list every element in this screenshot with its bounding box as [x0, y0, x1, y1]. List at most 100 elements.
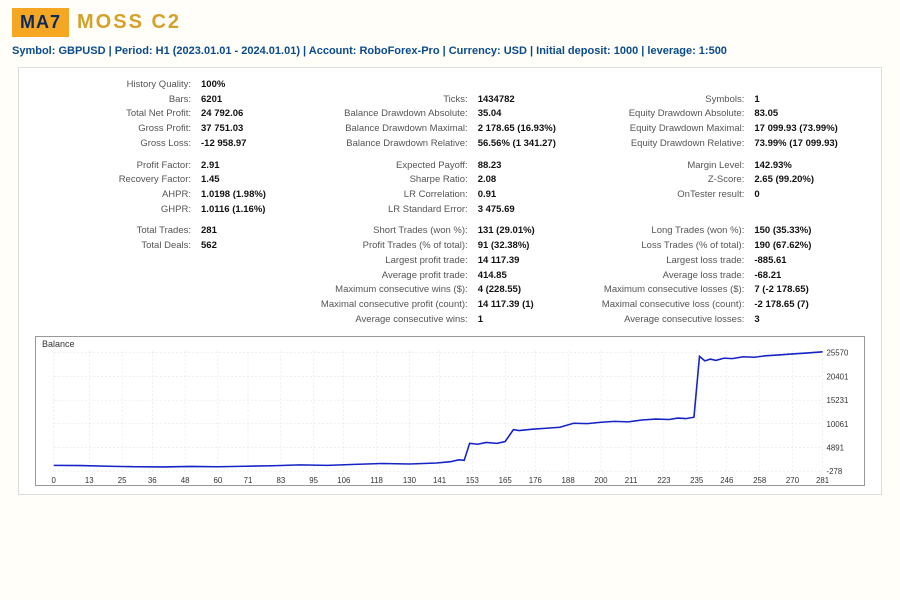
stat-row: Gross Loss:-12 958.97Balance Drawdown Re…	[35, 137, 865, 152]
stat-value: 1434782	[478, 93, 589, 108]
stat-cell: Equity Drawdown Relative:73.99% (17 099.…	[588, 137, 865, 152]
stat-label: Ticks:	[312, 93, 478, 108]
svg-text:270: 270	[786, 476, 800, 485]
stat-value: 2.91	[201, 159, 312, 174]
stat-label: LR Correlation:	[312, 188, 478, 203]
svg-text:10061: 10061	[827, 419, 849, 428]
stat-cell	[588, 203, 865, 218]
stat-label: Z-Score:	[588, 173, 754, 188]
stat-label: AHPR:	[35, 188, 201, 203]
stat-cell: Average consecutive losses:3	[588, 313, 865, 328]
stat-value: 35.04	[478, 107, 589, 122]
stat-row: Average consecutive wins:1Average consec…	[35, 313, 865, 328]
stat-row: Largest profit trade:14 117.39Largest lo…	[35, 254, 865, 269]
stat-row: GHPR:1.0116 (1.16%)LR Standard Error:3 4…	[35, 203, 865, 218]
stat-label: Maximum consecutive wins ($):	[312, 283, 478, 298]
stat-cell: Sharpe Ratio:2.08	[312, 173, 589, 188]
stat-label: Symbols:	[588, 93, 754, 108]
stat-label: Margin Level:	[588, 159, 754, 174]
stat-cell	[35, 254, 312, 269]
stat-value: 0	[754, 188, 865, 203]
stat-cell: Loss Trades (% of total):190 (67.62%)	[588, 239, 865, 254]
report-panel: History Quality:100%Bars:6201Ticks:14347…	[18, 67, 882, 495]
svg-text:223: 223	[657, 476, 671, 485]
balance-chart: Balance -2784891100611523120401255700132…	[35, 336, 865, 486]
stat-label: History Quality:	[35, 78, 201, 93]
stat-row: Gross Profit:37 751.03Balance Drawdown M…	[35, 122, 865, 137]
stat-cell: Gross Loss:-12 958.97	[35, 137, 312, 152]
stat-label: Short Trades (won %):	[312, 224, 478, 239]
svg-text:200: 200	[594, 476, 608, 485]
stat-cell: Total Deals:562	[35, 239, 312, 254]
svg-text:0: 0	[52, 476, 57, 485]
stat-label: Largest profit trade:	[312, 254, 478, 269]
stat-cell: Average loss trade:-68.21	[588, 269, 865, 284]
chart-svg: -278489110061152312040125570013253648607…	[36, 337, 864, 485]
info-bar: Symbol: GBPUSD | Period: H1 (2023.01.01 …	[0, 41, 900, 67]
stat-label: Maximal consecutive profit (count):	[312, 298, 478, 313]
stat-label: Largest loss trade:	[588, 254, 754, 269]
stat-label: Sharpe Ratio:	[312, 173, 478, 188]
stat-cell: LR Correlation:0.91	[312, 188, 589, 203]
stat-label: Total Deals:	[35, 239, 201, 254]
stat-cell	[35, 269, 312, 284]
stat-cell: AHPR:1.0198 (1.98%)	[35, 188, 312, 203]
stat-label: Average consecutive losses:	[588, 313, 754, 328]
stat-cell: History Quality:100%	[35, 78, 312, 93]
stat-cell	[312, 78, 589, 93]
stat-cell: Symbols:1	[588, 93, 865, 108]
stat-value: 142.93%	[754, 159, 865, 174]
stat-label: Balance Drawdown Absolute:	[312, 107, 478, 122]
svg-text:20401: 20401	[827, 372, 849, 381]
svg-text:15231: 15231	[827, 396, 849, 405]
stat-cell: Total Net Profit:24 792.06	[35, 107, 312, 122]
stat-value: 7 (-2 178.65)	[754, 283, 865, 298]
stat-value: 2.08	[478, 173, 589, 188]
stat-row: Profit Factor:2.91Expected Payoff:88.23M…	[35, 159, 865, 174]
header: MA7 MOSS C2	[0, 0, 900, 41]
stat-label: Equity Drawdown Maximal:	[588, 122, 754, 137]
stat-row: Maximum consecutive wins ($):4 (228.55)M…	[35, 283, 865, 298]
stat-value: 131 (29.01%)	[478, 224, 589, 239]
stat-value: 91 (32.38%)	[478, 239, 589, 254]
stat-cell: Balance Drawdown Relative:56.56% (1 341.…	[312, 137, 589, 152]
stat-cell: OnTester result:0	[588, 188, 865, 203]
stat-value: 2.65 (99.20%)	[754, 173, 865, 188]
stat-value: 14 117.39 (1)	[478, 298, 589, 313]
stat-value: 24 792.06	[201, 107, 312, 122]
stat-label: Average loss trade:	[588, 269, 754, 284]
stat-cell: LR Standard Error:3 475.69	[312, 203, 589, 218]
svg-text:188: 188	[562, 476, 576, 485]
svg-text:71: 71	[244, 476, 253, 485]
svg-text:83: 83	[276, 476, 285, 485]
svg-text:25: 25	[118, 476, 127, 485]
stat-cell: Maximal consecutive profit (count):14 11…	[312, 298, 589, 313]
stat-cell: Largest profit trade:14 117.39	[312, 254, 589, 269]
svg-text:165: 165	[499, 476, 513, 485]
stat-cell: GHPR:1.0116 (1.16%)	[35, 203, 312, 218]
stat-value: 562	[201, 239, 312, 254]
stat-value: 0.91	[478, 188, 589, 203]
chart-title: Balance	[42, 339, 75, 349]
stat-cell: Average consecutive wins:1	[312, 313, 589, 328]
stat-cell: Recovery Factor:1.45	[35, 173, 312, 188]
stat-row: Total Deals:562Profit Trades (% of total…	[35, 239, 865, 254]
stat-row: Average profit trade:414.85Average loss …	[35, 269, 865, 284]
stat-cell: Total Trades:281	[35, 224, 312, 239]
stat-cell: Gross Profit:37 751.03	[35, 122, 312, 137]
stat-label: LR Standard Error:	[312, 203, 478, 218]
stat-cell	[35, 298, 312, 313]
stat-label: Balance Drawdown Relative:	[312, 137, 478, 152]
stat-value: -68.21	[754, 269, 865, 284]
stat-label: Long Trades (won %):	[588, 224, 754, 239]
stat-cell	[35, 313, 312, 328]
stat-label: Total Trades:	[35, 224, 201, 239]
stat-value: 414.85	[478, 269, 589, 284]
svg-text:130: 130	[403, 476, 417, 485]
stat-value: 83.05	[754, 107, 865, 122]
svg-text:4891: 4891	[827, 443, 845, 452]
svg-text:235: 235	[690, 476, 704, 485]
stat-label: Average profit trade:	[312, 269, 478, 284]
stat-cell: Largest loss trade:-885.61	[588, 254, 865, 269]
stat-value: 1.0116 (1.16%)	[201, 203, 312, 218]
